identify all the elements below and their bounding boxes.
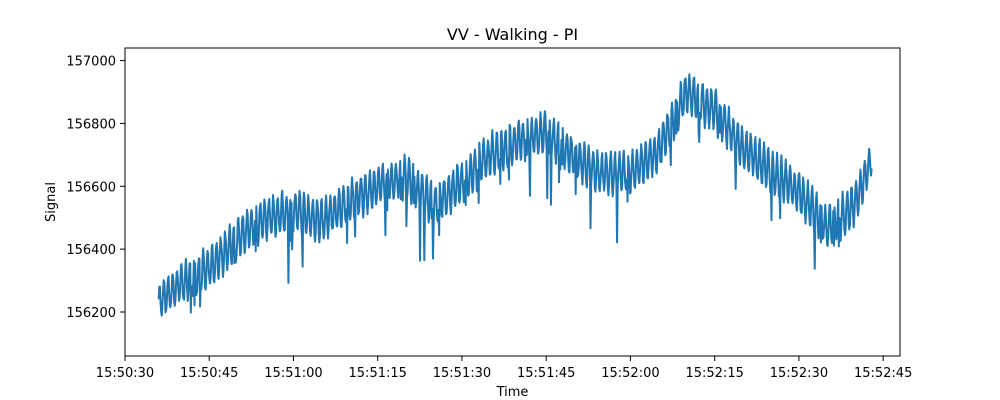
chart-title: VV - Walking - PI (447, 25, 578, 44)
y-tick-label: 156200 (66, 306, 116, 321)
y-tick-label: 156600 (66, 180, 116, 195)
y-axis-label: Signal (44, 182, 59, 222)
x-tick-label: 15:51:30 (433, 366, 491, 381)
x-tick-label: 15:51:00 (264, 366, 322, 381)
x-tick-label: 15:52:15 (685, 366, 743, 381)
series-line (157, 73, 873, 317)
y-tick-label: 156400 (66, 243, 116, 258)
x-tick-label: 15:50:30 (96, 366, 154, 381)
x-axis-label: Time (496, 385, 529, 400)
x-tick-label: 15:52:30 (770, 366, 828, 381)
plot-area (157, 73, 873, 317)
x-axis: 15:50:30 15:50:45 15:51:00 15:51:15 15:51:30… (96, 356, 912, 381)
y-tick-label: 157000 (66, 55, 116, 70)
x-tick-label: 15:51:15 (349, 366, 407, 381)
x-tick-label: 15:52:45 (854, 366, 912, 381)
x-tick-label: 15:51:45 (517, 366, 575, 381)
x-tick-label: 15:50:45 (180, 366, 238, 381)
x-tick-label: 15:52:00 (601, 366, 659, 381)
y-tick-label: 156800 (66, 117, 116, 132)
y-axis: 156200 156400 156600 156800 157000 (66, 55, 125, 321)
plot-frame (124, 47, 901, 357)
